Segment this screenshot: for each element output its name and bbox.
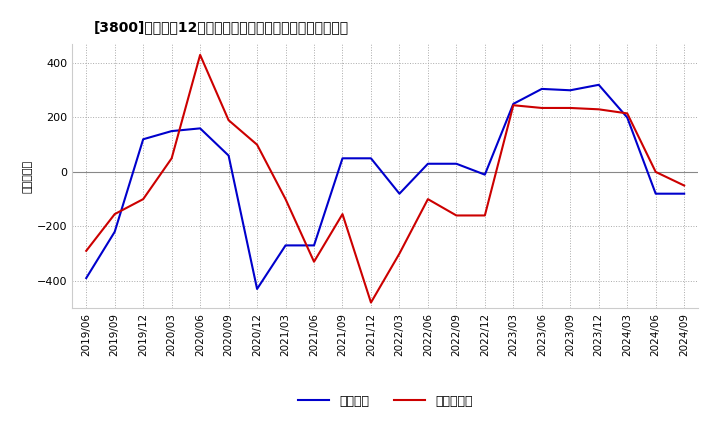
当期純利益: [423, 197, 432, 202]
当期純利益: [395, 251, 404, 256]
経常利益: [480, 172, 489, 177]
当期純利益: [366, 300, 375, 305]
経常利益: [509, 101, 518, 106]
経常利益: [196, 126, 204, 131]
経常利益: [366, 156, 375, 161]
当期純利益: [652, 169, 660, 175]
経常利益: [338, 156, 347, 161]
経常利益: [139, 136, 148, 142]
経常利益: [167, 128, 176, 134]
経常利益: [310, 243, 318, 248]
経常利益: [452, 161, 461, 166]
当期純利益: [680, 183, 688, 188]
Text: [3800]　利益だ12か月移動合計の対前年同期増減額の推移: [3800] 利益だ12か月移動合計の対前年同期増減額の推移: [94, 20, 348, 34]
当期純利益: [566, 105, 575, 110]
経常利益: [253, 286, 261, 292]
経常利益: [595, 82, 603, 88]
当期純利益: [310, 259, 318, 264]
当期純利益: [225, 117, 233, 123]
当期純利益: [595, 106, 603, 112]
当期純利益: [509, 103, 518, 108]
Legend: 経常利益, 当期純利益: 経常利益, 当期純利益: [293, 390, 477, 413]
当期純利益: [82, 248, 91, 253]
当期純利益: [537, 105, 546, 110]
当期純利益: [338, 212, 347, 217]
当期純利益: [167, 156, 176, 161]
当期純利益: [196, 52, 204, 58]
経常利益: [680, 191, 688, 196]
経常利益: [225, 153, 233, 158]
当期純利益: [480, 213, 489, 218]
経常利益: [537, 86, 546, 92]
経常利益: [423, 161, 432, 166]
経常利益: [110, 229, 119, 235]
経常利益: [623, 115, 631, 120]
経常利益: [282, 243, 290, 248]
経常利益: [395, 191, 404, 196]
経常利益: [566, 88, 575, 93]
当期純利益: [110, 212, 119, 217]
Line: 経常利益: 経常利益: [86, 85, 684, 289]
当期純利益: [282, 197, 290, 202]
経常利益: [652, 191, 660, 196]
当期純利益: [452, 213, 461, 218]
当期純利益: [253, 142, 261, 147]
経常利益: [82, 275, 91, 281]
当期純利益: [139, 197, 148, 202]
Y-axis label: （百万円）: （百万円）: [22, 159, 32, 193]
当期純利益: [623, 111, 631, 116]
Line: 当期純利益: 当期純利益: [86, 55, 684, 303]
